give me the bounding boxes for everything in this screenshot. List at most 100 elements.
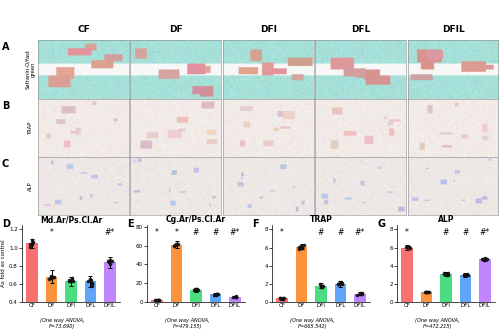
- Point: [26, 241, 34, 246]
- Point: [50, 275, 58, 280]
- Point: [480, 258, 488, 263]
- Text: #*: #*: [104, 228, 115, 237]
- Text: *: *: [174, 228, 178, 237]
- Point: [68, 276, 76, 281]
- Title: ALP: ALP: [438, 215, 454, 224]
- Bar: [296, 247, 308, 302]
- Point: [280, 296, 288, 301]
- Y-axis label: As fold as control: As fold as control: [1, 239, 6, 287]
- Point: [46, 274, 54, 280]
- Point: [192, 286, 200, 292]
- Point: [424, 289, 432, 295]
- Bar: [84, 281, 96, 334]
- Point: [464, 273, 471, 278]
- Point: [192, 287, 200, 293]
- Point: [170, 242, 178, 248]
- Text: #: #: [318, 228, 324, 237]
- Point: [338, 281, 346, 286]
- Point: [65, 278, 73, 283]
- Point: [334, 281, 342, 287]
- Point: [300, 242, 308, 248]
- Point: [298, 245, 306, 251]
- Point: [405, 245, 413, 250]
- Point: [214, 291, 222, 297]
- Point: [212, 292, 220, 297]
- Bar: [354, 294, 366, 302]
- Text: G: G: [378, 219, 386, 229]
- Point: [66, 279, 74, 284]
- Point: [422, 290, 430, 295]
- Point: [104, 259, 112, 264]
- Point: [338, 280, 345, 285]
- Text: E: E: [128, 219, 134, 229]
- Point: [356, 291, 364, 296]
- Point: [28, 241, 36, 246]
- Point: [106, 261, 114, 266]
- Point: [295, 244, 303, 250]
- Text: (One way ANOVA,
F=73.690): (One way ANOVA, F=73.690): [40, 318, 85, 329]
- Bar: [229, 297, 240, 302]
- Text: F: F: [252, 219, 259, 229]
- Point: [154, 298, 162, 303]
- Point: [402, 244, 409, 250]
- Point: [194, 287, 202, 293]
- Text: #*: #*: [354, 228, 365, 237]
- Bar: [104, 262, 116, 334]
- Bar: [65, 281, 77, 334]
- Point: [478, 257, 486, 262]
- Point: [354, 293, 362, 298]
- Point: [318, 283, 326, 289]
- Bar: [210, 295, 221, 302]
- Point: [88, 283, 96, 289]
- Text: C: C: [2, 159, 9, 169]
- Point: [319, 284, 327, 289]
- Point: [88, 277, 96, 283]
- Point: [358, 291, 366, 296]
- Point: [212, 292, 220, 297]
- Title: Md.Ar/Ps.Cl.Ar: Md.Ar/Ps.Cl.Ar: [40, 215, 102, 224]
- Point: [191, 287, 199, 292]
- Text: Safranin-O/fast
green: Safranin-O/fast green: [26, 49, 36, 89]
- Bar: [440, 274, 452, 302]
- Text: CF: CF: [78, 25, 90, 34]
- Point: [334, 282, 342, 287]
- Point: [338, 280, 346, 285]
- Point: [336, 280, 344, 286]
- Text: (One way ANOVA,
F=472.215): (One way ANOVA, F=472.215): [415, 318, 460, 329]
- Point: [152, 298, 160, 303]
- Bar: [190, 290, 202, 302]
- Point: [478, 256, 486, 262]
- Point: [152, 297, 160, 302]
- Point: [155, 298, 163, 303]
- Bar: [315, 286, 327, 302]
- Text: #: #: [462, 228, 468, 237]
- Point: [356, 292, 364, 297]
- Point: [424, 290, 432, 295]
- Text: *: *: [280, 228, 284, 237]
- Point: [298, 245, 306, 250]
- Text: D: D: [2, 219, 10, 229]
- Text: (One way ANOVA,
F=665.542): (One way ANOVA, F=665.542): [290, 318, 335, 329]
- Point: [171, 242, 179, 247]
- Point: [172, 241, 180, 246]
- Point: [403, 244, 411, 250]
- Point: [276, 296, 284, 301]
- Point: [28, 237, 36, 243]
- Point: [232, 293, 240, 299]
- Point: [45, 276, 53, 281]
- Bar: [402, 247, 413, 302]
- Text: #: #: [193, 228, 199, 237]
- Point: [318, 284, 326, 290]
- Point: [280, 296, 287, 301]
- Point: [444, 270, 452, 276]
- Title: TRAP: TRAP: [310, 215, 332, 224]
- Point: [69, 279, 77, 284]
- Point: [154, 298, 162, 303]
- Point: [421, 290, 429, 295]
- Point: [316, 282, 324, 287]
- Point: [406, 245, 413, 250]
- Point: [422, 289, 430, 295]
- Point: [482, 257, 490, 262]
- Text: *: *: [155, 228, 159, 237]
- Point: [318, 284, 326, 289]
